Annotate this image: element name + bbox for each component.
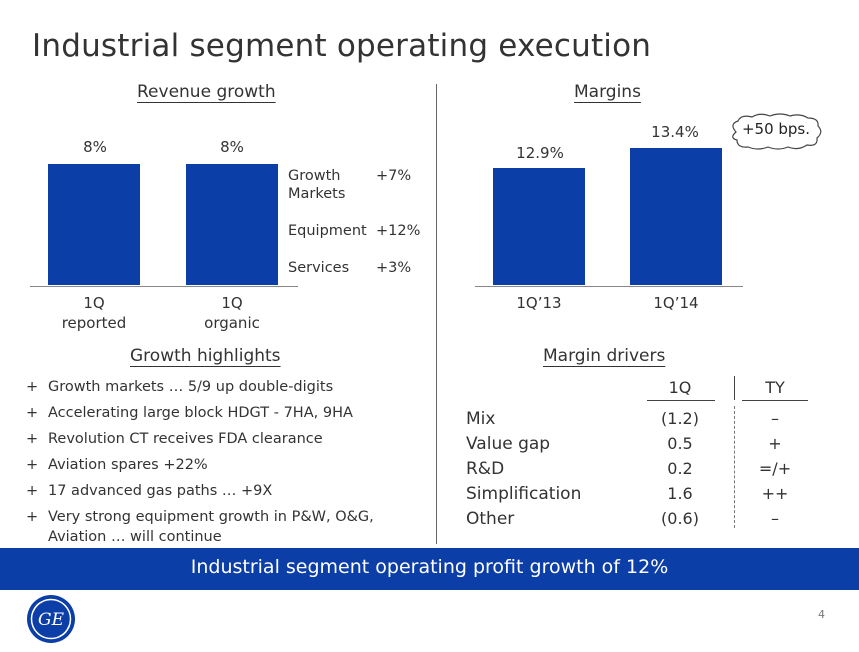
- margin-bar-label: 13.4%: [651, 123, 699, 141]
- highlight-text: Very strong equipment growth in P&W, O&G…: [48, 509, 374, 525]
- logo-text: GE: [38, 610, 65, 630]
- margin-category: 1Q’14: [653, 294, 699, 312]
- highlight-text: Accelerating large block HDGT - 7HA, 9HA: [48, 405, 353, 421]
- plus-bullet-icon: +: [26, 405, 39, 421]
- col-underline: [742, 400, 808, 401]
- driver-1q-value: (1.2): [661, 409, 699, 428]
- margin-bar-label: 12.9%: [516, 144, 564, 162]
- summary-banner: [0, 548, 859, 590]
- plus-bullet-icon: +: [26, 457, 39, 473]
- revenue-category-reported: 1Q reported: [34, 293, 154, 333]
- callout-cloud-shape: [732, 113, 822, 150]
- highlight-text: Aviation spares +22%: [48, 457, 208, 473]
- legend-value: +3%: [376, 260, 412, 276]
- category-line: reported: [61, 314, 127, 332]
- col-underline: [647, 400, 715, 401]
- growth-highlights-heading: Growth highlights: [130, 346, 281, 366]
- highlight-text: 17 advanced gas paths … +9X: [48, 483, 273, 499]
- revenue-axis: [30, 286, 298, 287]
- legend-value: +12%: [376, 223, 421, 239]
- driver-ty-value: +: [768, 434, 782, 453]
- margin-category: 1Q’13: [516, 294, 562, 312]
- revenue-category-organic: 1Q organic: [172, 293, 292, 333]
- plus-bullet-icon: +: [26, 509, 39, 525]
- revenue-bar-label: 8%: [83, 138, 107, 156]
- margins-axis: [475, 286, 743, 287]
- ge-logo-icon: GE: [27, 595, 75, 643]
- highlight-text: Revolution CT receives FDA clearance: [48, 431, 323, 447]
- table-divider: [734, 376, 735, 400]
- driver-ty-value: –: [771, 509, 779, 528]
- driver-1q-value: 0.5: [667, 434, 693, 453]
- driver-ty-value: =/+: [758, 459, 792, 478]
- legend-value: +7%: [376, 168, 412, 184]
- legend-services: Services: [288, 260, 350, 276]
- legend-name: Growth: [288, 168, 341, 184]
- driver-label: Value gap: [466, 434, 551, 454]
- revenue-bar-label: 8%: [220, 138, 244, 156]
- highlight-text: Growth markets … 5/9 up double-digits: [48, 379, 334, 395]
- margin-callout: +50 bps.: [741, 120, 811, 138]
- driver-1q-value: (0.6): [661, 509, 699, 528]
- driver-label: Simplification: [466, 484, 582, 504]
- plus-bullet-icon: +: [26, 379, 39, 395]
- drivers-col-ty: TY: [765, 378, 785, 397]
- driver-label: Mix: [466, 409, 496, 429]
- driver-label: R&D: [466, 459, 505, 479]
- plus-bullet-icon: +: [26, 431, 39, 447]
- margin-drivers-heading: Margin drivers: [543, 346, 666, 366]
- driver-ty-value: ++: [761, 484, 789, 503]
- driver-label: Other: [466, 509, 515, 529]
- revenue-bar-reported: [48, 164, 140, 285]
- highlight-text: Aviation … will continue: [48, 529, 222, 545]
- legend-growth-markets: Growth Markets: [288, 167, 345, 203]
- margins-heading: Margins: [574, 82, 641, 102]
- margin-bar-1q13: [493, 168, 585, 285]
- revenue-bar-organic: [186, 164, 278, 285]
- category-line: organic: [204, 314, 260, 332]
- driver-ty-value: –: [771, 409, 779, 428]
- legend-equipment: Equipment: [288, 223, 367, 239]
- slide-title: Industrial segment operating execution: [32, 28, 652, 64]
- driver-1q-value: 1.6: [667, 484, 693, 503]
- drivers-col-1q: 1Q: [668, 378, 692, 397]
- category-line: 1Q: [221, 294, 243, 312]
- section-divider: [436, 84, 437, 544]
- page-number: 4: [818, 608, 825, 621]
- summary-banner-text: Industrial segment operating profit grow…: [190, 556, 669, 578]
- plus-bullet-icon: +: [26, 483, 39, 499]
- legend-name: Markets: [288, 186, 346, 202]
- category-line: 1Q: [83, 294, 105, 312]
- driver-1q-value: 0.2: [667, 459, 693, 478]
- margin-bar-1q14: [630, 148, 722, 285]
- revenue-growth-heading: Revenue growth: [137, 82, 276, 102]
- table-divider: [734, 406, 735, 528]
